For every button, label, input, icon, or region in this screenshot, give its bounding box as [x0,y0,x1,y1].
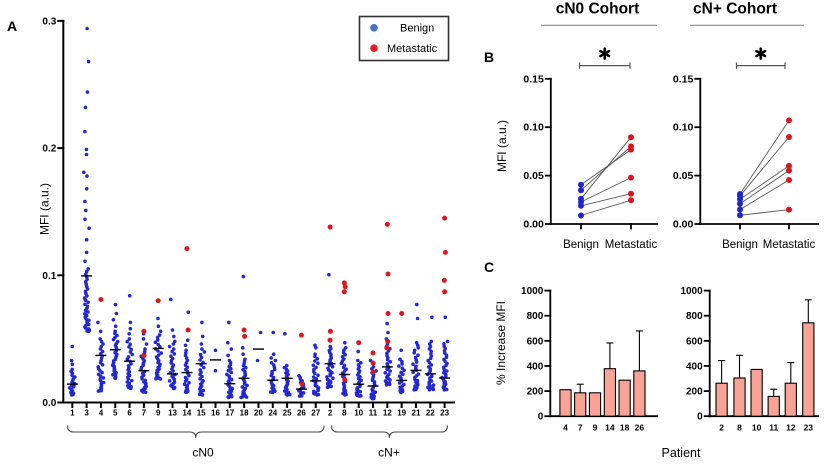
svg-text:400: 400 [527,361,544,372]
svg-text:0.00: 0.00 [523,219,544,231]
svg-text:4: 4 [99,408,104,417]
svg-text:0.05: 0.05 [523,170,544,182]
svg-text:14: 14 [182,408,191,417]
svg-text:0.3: 0.3 [42,16,56,27]
svg-text:3: 3 [84,408,89,417]
svg-text:8: 8 [342,408,347,417]
svg-text:A: A [7,18,17,34]
svg-text:16: 16 [211,408,220,417]
svg-text:21: 21 [412,408,421,417]
svg-text:23: 23 [440,408,449,417]
svg-text:5: 5 [113,408,118,417]
svg-text:0.10: 0.10 [523,122,544,134]
svg-text:B: B [484,49,494,65]
svg-text:cN0 Cohort: cN0 Cohort [556,1,640,18]
svg-text:0.1: 0.1 [42,271,56,282]
svg-text:1000: 1000 [680,286,703,297]
svg-text:800: 800 [686,311,703,322]
svg-text:17: 17 [225,408,234,417]
svg-text:600: 600 [527,336,544,347]
svg-text:25: 25 [283,408,292,417]
svg-text:19: 19 [397,408,406,417]
svg-text:18: 18 [620,423,630,433]
svg-text:8: 8 [737,423,742,433]
svg-text:cN+: cN+ [378,446,400,460]
svg-text:1000: 1000 [521,286,544,297]
svg-text:15: 15 [197,408,206,417]
svg-text:0.2: 0.2 [42,144,56,155]
svg-text:Benign: Benign [563,239,599,251]
svg-text:0.15: 0.15 [673,73,694,85]
svg-text:0.15: 0.15 [523,73,544,85]
svg-text:Patient: Patient [662,446,701,460]
svg-text:12: 12 [786,423,796,433]
svg-text:Benign: Benign [400,23,434,35]
svg-text:600: 600 [686,336,703,347]
svg-text:7: 7 [578,423,583,433]
svg-text:2: 2 [328,408,333,417]
svg-text:11: 11 [369,408,378,417]
svg-text:0.0: 0.0 [42,398,56,409]
svg-text:C: C [484,259,494,275]
svg-text:24: 24 [268,408,277,417]
svg-text:400: 400 [686,361,703,372]
svg-text:Metastatic: Metastatic [387,43,438,55]
svg-text:1: 1 [70,408,75,417]
svg-text:200: 200 [686,387,703,398]
svg-text:0.05: 0.05 [673,170,694,182]
svg-text:800: 800 [527,311,544,322]
svg-text:10: 10 [752,423,762,433]
svg-text:20: 20 [254,408,263,417]
svg-text:9: 9 [593,423,598,433]
svg-text:Metastatic: Metastatic [763,239,816,251]
svg-text:MFI (a.u.): MFI (a.u.) [495,120,509,172]
svg-text:12: 12 [383,408,392,417]
svg-text:27: 27 [311,408,320,417]
svg-text:10: 10 [354,408,363,417]
svg-text:0.00: 0.00 [673,219,694,231]
svg-text:22: 22 [426,408,435,417]
svg-text:Benign: Benign [722,239,758,251]
svg-text:7: 7 [142,408,147,417]
svg-text:4: 4 [563,423,568,433]
svg-text:23: 23 [804,423,814,433]
svg-text:0.10: 0.10 [673,122,694,134]
svg-text:26: 26 [635,423,645,433]
svg-text:18: 18 [240,408,249,417]
svg-text:0: 0 [538,412,544,423]
svg-text:26: 26 [297,408,306,417]
svg-text:cN0: cN0 [192,446,214,460]
svg-text:200: 200 [527,387,544,398]
svg-text:14: 14 [605,423,615,433]
svg-text:13: 13 [168,408,177,417]
svg-text:9: 9 [156,408,161,417]
svg-text:2: 2 [719,423,724,433]
svg-text:% Increase MFI: % Increase MFI [494,301,508,385]
svg-text:0: 0 [697,412,703,423]
svg-text:Metastatic: Metastatic [605,239,658,251]
svg-text:cN+ Cohort: cN+ Cohort [693,1,777,18]
svg-text:MFI (a.u.): MFI (a.u.) [38,183,52,235]
svg-text:6: 6 [127,408,132,417]
svg-text:11: 11 [769,423,778,433]
